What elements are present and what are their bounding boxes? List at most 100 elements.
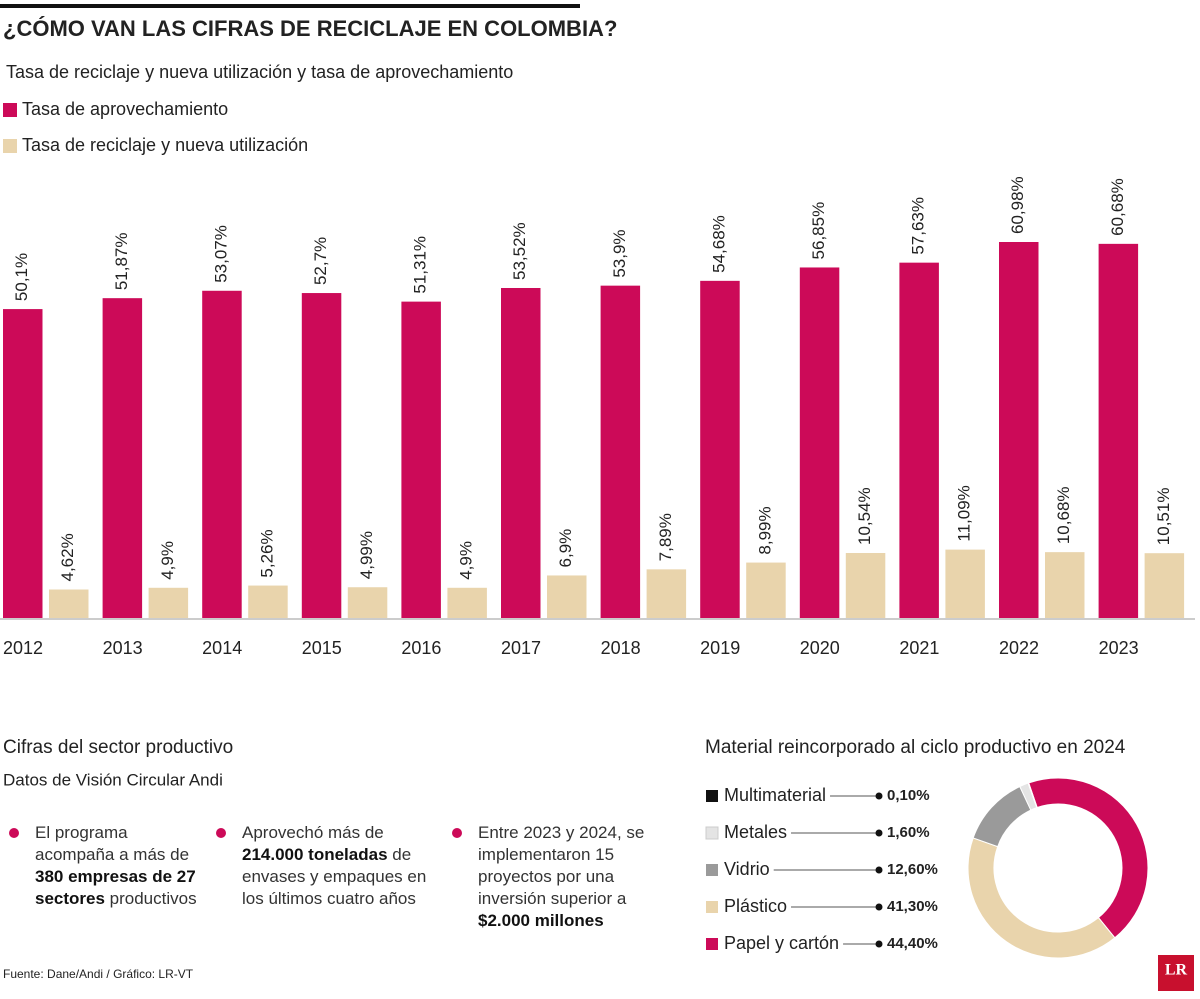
bar	[746, 562, 786, 618]
x-tick-label: 2019	[700, 638, 740, 658]
value-label: 4,99%	[357, 531, 376, 579]
value-label: 57,63%	[909, 197, 928, 255]
title: ¿CÓMO VAN LAS CIFRAS DE RECICLAJE EN COL…	[3, 16, 617, 41]
bullet-text: Entre 2023 y 2024, se implementaron 15 p…	[478, 823, 645, 908]
bullet-text: Aprovechó más de	[242, 823, 384, 842]
value-label: 60,98%	[1008, 176, 1027, 234]
bar	[148, 587, 189, 618]
value-label: 11,09%	[955, 485, 974, 541]
bar	[202, 290, 242, 618]
source: Fuente: Dane/Andi / Gráfico: LR-VT	[3, 967, 194, 981]
bullet-text: productivos	[104, 889, 197, 908]
donut-slice	[1028, 777, 1149, 939]
x-tick-label: 2016	[401, 638, 441, 658]
bullet: El programa acompaña a más de 380 empres…	[9, 822, 205, 910]
bar	[547, 575, 587, 618]
x-tick-label: 2012	[3, 638, 43, 658]
x-tick-label: 2020	[800, 638, 840, 658]
donut-slice	[967, 837, 1116, 959]
title-rule	[0, 4, 580, 8]
value-label: 5,26%	[257, 529, 276, 577]
value-label: 10,54%	[855, 487, 874, 545]
x-tick-label: 2014	[202, 638, 242, 658]
bar	[102, 298, 143, 618]
bullet: Entre 2023 y 2024, se implementaron 15 p…	[452, 822, 663, 932]
value-label: 41,30%	[887, 898, 938, 915]
bar	[845, 553, 886, 618]
value-label: 6,9%	[556, 529, 575, 568]
value-label: 56,85%	[809, 202, 828, 260]
legend-label: Tasa de reciclaje y nueva utilización	[22, 135, 308, 155]
bar	[999, 242, 1039, 618]
legend-label: Metales	[724, 822, 787, 842]
value-label: 8,99%	[755, 506, 774, 554]
value-label: 10,68%	[1054, 486, 1073, 544]
value-label: 53,07%	[211, 225, 230, 283]
x-tick-label: 2017	[501, 638, 541, 658]
value-label: 0,10%	[887, 787, 930, 804]
donut-slice	[1027, 782, 1038, 809]
subtitle: Tasa de reciclaje y nueva utilización y …	[6, 62, 513, 82]
legend-swatch	[3, 139, 17, 153]
value-label: 54,68%	[709, 215, 728, 273]
value-label: 52,7%	[311, 237, 330, 285]
bar	[501, 287, 541, 618]
legend-swatch	[706, 938, 718, 950]
section-title: Cifras del sector productivo	[3, 737, 233, 758]
value-label: 10,51%	[1154, 488, 1173, 546]
bar	[347, 587, 388, 618]
donut-slice	[972, 785, 1032, 848]
bar	[646, 569, 687, 618]
leader-dot	[875, 940, 883, 948]
logo-box	[1158, 955, 1194, 991]
x-tick-label: 2022	[999, 638, 1039, 658]
value-label: 44,40%	[887, 935, 938, 952]
bar	[1045, 552, 1085, 618]
leader-dot	[875, 866, 883, 874]
bar	[700, 280, 740, 618]
bullet-highlight: 214.000 toneladas	[242, 845, 388, 864]
x-tick-label: 2023	[1099, 638, 1139, 658]
value-label: 12,60%	[887, 861, 938, 878]
legend-label: Tasa de aprovechamiento	[22, 99, 228, 119]
bullet-highlight: $2.000 millones	[478, 911, 604, 930]
legend-swatch	[706, 790, 718, 802]
value-label: 51,31%	[411, 236, 430, 294]
bullet-text: de envases y empaques en los últimos cua…	[242, 845, 427, 908]
bar	[447, 587, 487, 618]
leader-dot	[875, 792, 883, 800]
x-tick-label: 2013	[103, 638, 143, 658]
value-label: 53,52%	[510, 222, 529, 280]
bar	[799, 267, 840, 618]
bar	[1144, 553, 1185, 618]
legend-swatch	[3, 103, 17, 117]
legend-label: Multimaterial	[724, 785, 826, 805]
legend-label: Papel y cartón	[724, 933, 839, 953]
value-label: 60,68%	[1108, 178, 1127, 236]
bar	[248, 585, 288, 618]
value-label: 1,60%	[887, 824, 930, 841]
bar	[1098, 243, 1139, 618]
bar	[401, 301, 441, 618]
bar	[600, 285, 641, 618]
bar	[899, 262, 939, 618]
bar	[49, 589, 89, 618]
bar	[945, 549, 985, 618]
bar	[301, 293, 342, 618]
value-label: 51,87%	[112, 232, 131, 290]
leader-dot	[875, 829, 883, 837]
value-label: 4,9%	[457, 541, 476, 580]
value-label: 50,1%	[12, 253, 31, 301]
value-label: 53,9%	[610, 229, 629, 277]
donut-title: Material reincorporado al ciclo producti…	[705, 737, 1126, 758]
leader-dot	[875, 903, 883, 911]
bullet-text: El programa acompaña a más de	[35, 823, 190, 864]
x-tick-label: 2018	[601, 638, 641, 658]
legend-swatch	[705, 826, 719, 840]
x-tick-label: 2015	[302, 638, 342, 658]
value-label: 7,89%	[656, 513, 675, 561]
bullet: Aprovechó más de 214.000 toneladas de en…	[216, 822, 442, 910]
x-tick-label: 2021	[899, 638, 939, 658]
